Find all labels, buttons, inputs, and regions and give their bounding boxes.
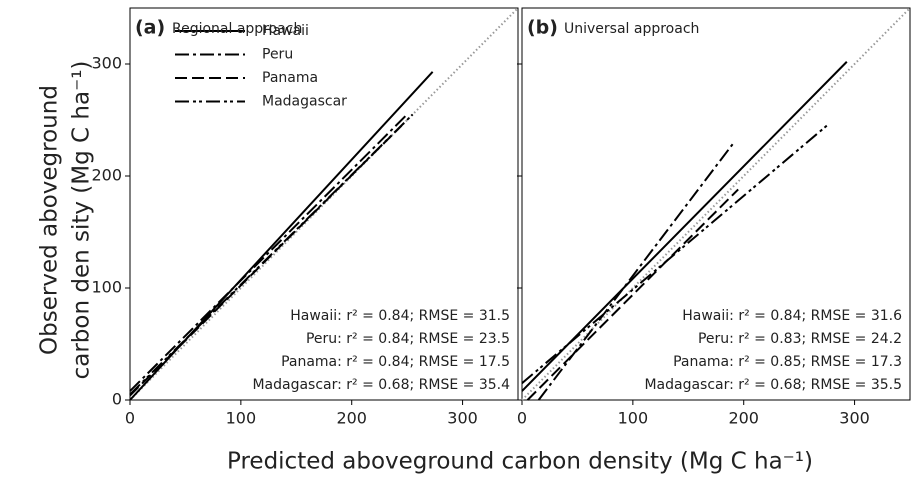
annotation: Hawaii: r² = 0.84; RMSE = 31.6 — [682, 308, 902, 324]
legend-label: Peru — [262, 47, 293, 63]
x-tick-label: 100 — [618, 409, 649, 428]
annotation: Madagascar: r² = 0.68; RMSE = 35.4 — [252, 377, 510, 393]
y-tick-label: 0 — [112, 390, 122, 409]
y-tick-label: 100 — [91, 278, 122, 297]
annotation: Hawaii: r² = 0.84; RMSE = 31.5 — [290, 308, 510, 324]
x-tick-label: 300 — [447, 409, 478, 428]
y-axis-label-group: Observed aboveground carbon den sity (Mg… — [37, 61, 95, 380]
annotation: Panama: r² = 0.84; RMSE = 17.5 — [281, 354, 510, 370]
legend-label: Madagascar — [262, 94, 347, 110]
y-tick-label: 200 — [91, 166, 122, 185]
panel-title: Universal approach — [564, 21, 699, 37]
legend-label: Panama — [262, 70, 318, 86]
x-axis-label: Predicted aboveground carbon density (Mg… — [227, 449, 813, 475]
annotation: Panama: r² = 0.85; RMSE = 17.3 — [673, 354, 902, 370]
plot-frame — [129, 7, 519, 401]
series-line — [526, 188, 739, 401]
x-tick-label: 0 — [517, 409, 527, 428]
panel-label: (b) — [527, 17, 558, 39]
series-line — [129, 113, 408, 392]
series-line — [521, 124, 828, 384]
legend-label: Hawaii — [262, 23, 309, 39]
panel-label: (a) — [135, 17, 165, 39]
annotation: Peru: r² = 0.84; RMSE = 23.5 — [306, 331, 510, 347]
x-tick-label: 0 — [125, 409, 135, 428]
x-tick-label: 300 — [839, 409, 870, 428]
y-axis-label: Observed aboveground — [37, 85, 63, 355]
annotation: Madagascar: r² = 0.68; RMSE = 35.5 — [644, 377, 902, 393]
y-tick-label: 300 — [91, 54, 122, 73]
x-tick-label: 200 — [336, 409, 367, 428]
x-tick-label: 100 — [226, 409, 257, 428]
series-line — [129, 113, 414, 396]
plot-frame — [521, 7, 911, 401]
y-axis-label: carbon den sity (Mg C ha⁻¹) — [69, 61, 95, 380]
x-tick-label: 200 — [728, 409, 759, 428]
annotation: Peru: r² = 0.83; RMSE = 24.2 — [698, 331, 902, 347]
panel-title: Regional approach — [172, 21, 302, 37]
